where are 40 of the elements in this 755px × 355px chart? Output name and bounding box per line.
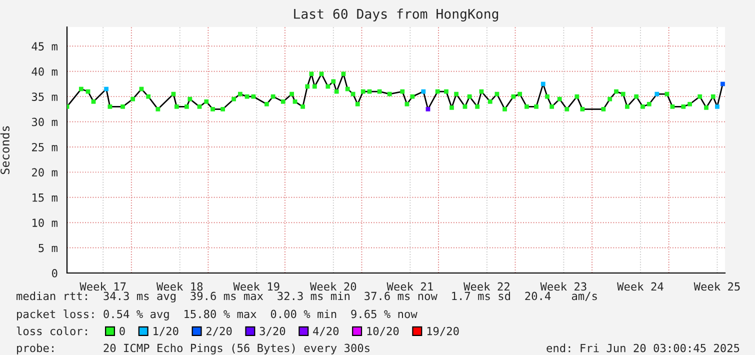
legend-label: 19/20 bbox=[427, 326, 459, 336]
y-tick-label: 30 m bbox=[32, 118, 58, 126]
x-tick-label: Week 20 bbox=[310, 282, 356, 291]
text: probe: 20 ICMP Echo Pings (56 Bytes) every 300s bbox=[17, 344, 370, 354]
point bbox=[540, 82, 546, 86]
x-tick-label: Week 23 bbox=[540, 282, 586, 291]
legend-title: loss color: bbox=[16, 326, 87, 336]
x-tick-label: Week 19 bbox=[233, 282, 280, 291]
legend-label: 1/20 bbox=[154, 326, 178, 336]
legend-label: 4/20 bbox=[313, 326, 339, 336]
y-tick-label: 35 m bbox=[32, 92, 58, 101]
x-tick-label: Week 18 bbox=[156, 282, 203, 291]
y-tick-label: 15 m bbox=[32, 194, 58, 202]
point bbox=[104, 86, 108, 92]
text: end: Fri Jun 20 03:00:45 2025 bbox=[546, 344, 740, 352]
x-tick-label: Week 21 bbox=[386, 282, 433, 291]
point bbox=[715, 104, 720, 109]
y-tick-label: 10 m bbox=[32, 218, 58, 227]
text: packet loss: 0.54 % avg 15.80 % max 0.00 % min 9.65 % now bbox=[17, 310, 418, 320]
text: median rtt: 34.3 ms avg 39.6 ms max 32.3 ms min 37.6 ms now 1.7 ms sd 20.4 am/s bbox=[16, 292, 597, 302]
x-tick-label: Week 17 bbox=[80, 282, 126, 291]
y-tick-label: 25 m bbox=[32, 142, 58, 152]
point bbox=[720, 82, 725, 86]
x-tick-label: Week 25 bbox=[694, 282, 740, 291]
y-tick-label: 0 bbox=[52, 269, 58, 278]
legend-label: 0 bbox=[120, 326, 125, 336]
x-tick-label: Week 22 bbox=[464, 282, 510, 291]
legend-label: 3/20 bbox=[260, 326, 286, 336]
point bbox=[421, 89, 426, 94]
legend-label: 10/20 bbox=[367, 326, 399, 336]
y-tick-label: 20 m bbox=[32, 168, 58, 177]
y-tick-label: 5 m bbox=[38, 244, 58, 252]
chart-title: Last 60 Days from HongKong bbox=[294, 8, 498, 22]
x-tick-label: Week 24 bbox=[617, 282, 664, 291]
legend-label: 2/20 bbox=[206, 326, 232, 336]
y-tick-label: 45 m bbox=[32, 42, 58, 51]
y-tick-label: 40 m bbox=[32, 67, 58, 76]
y-axis-title: Seconds bbox=[0, 126, 10, 174]
point bbox=[654, 92, 660, 96]
point bbox=[426, 106, 430, 112]
